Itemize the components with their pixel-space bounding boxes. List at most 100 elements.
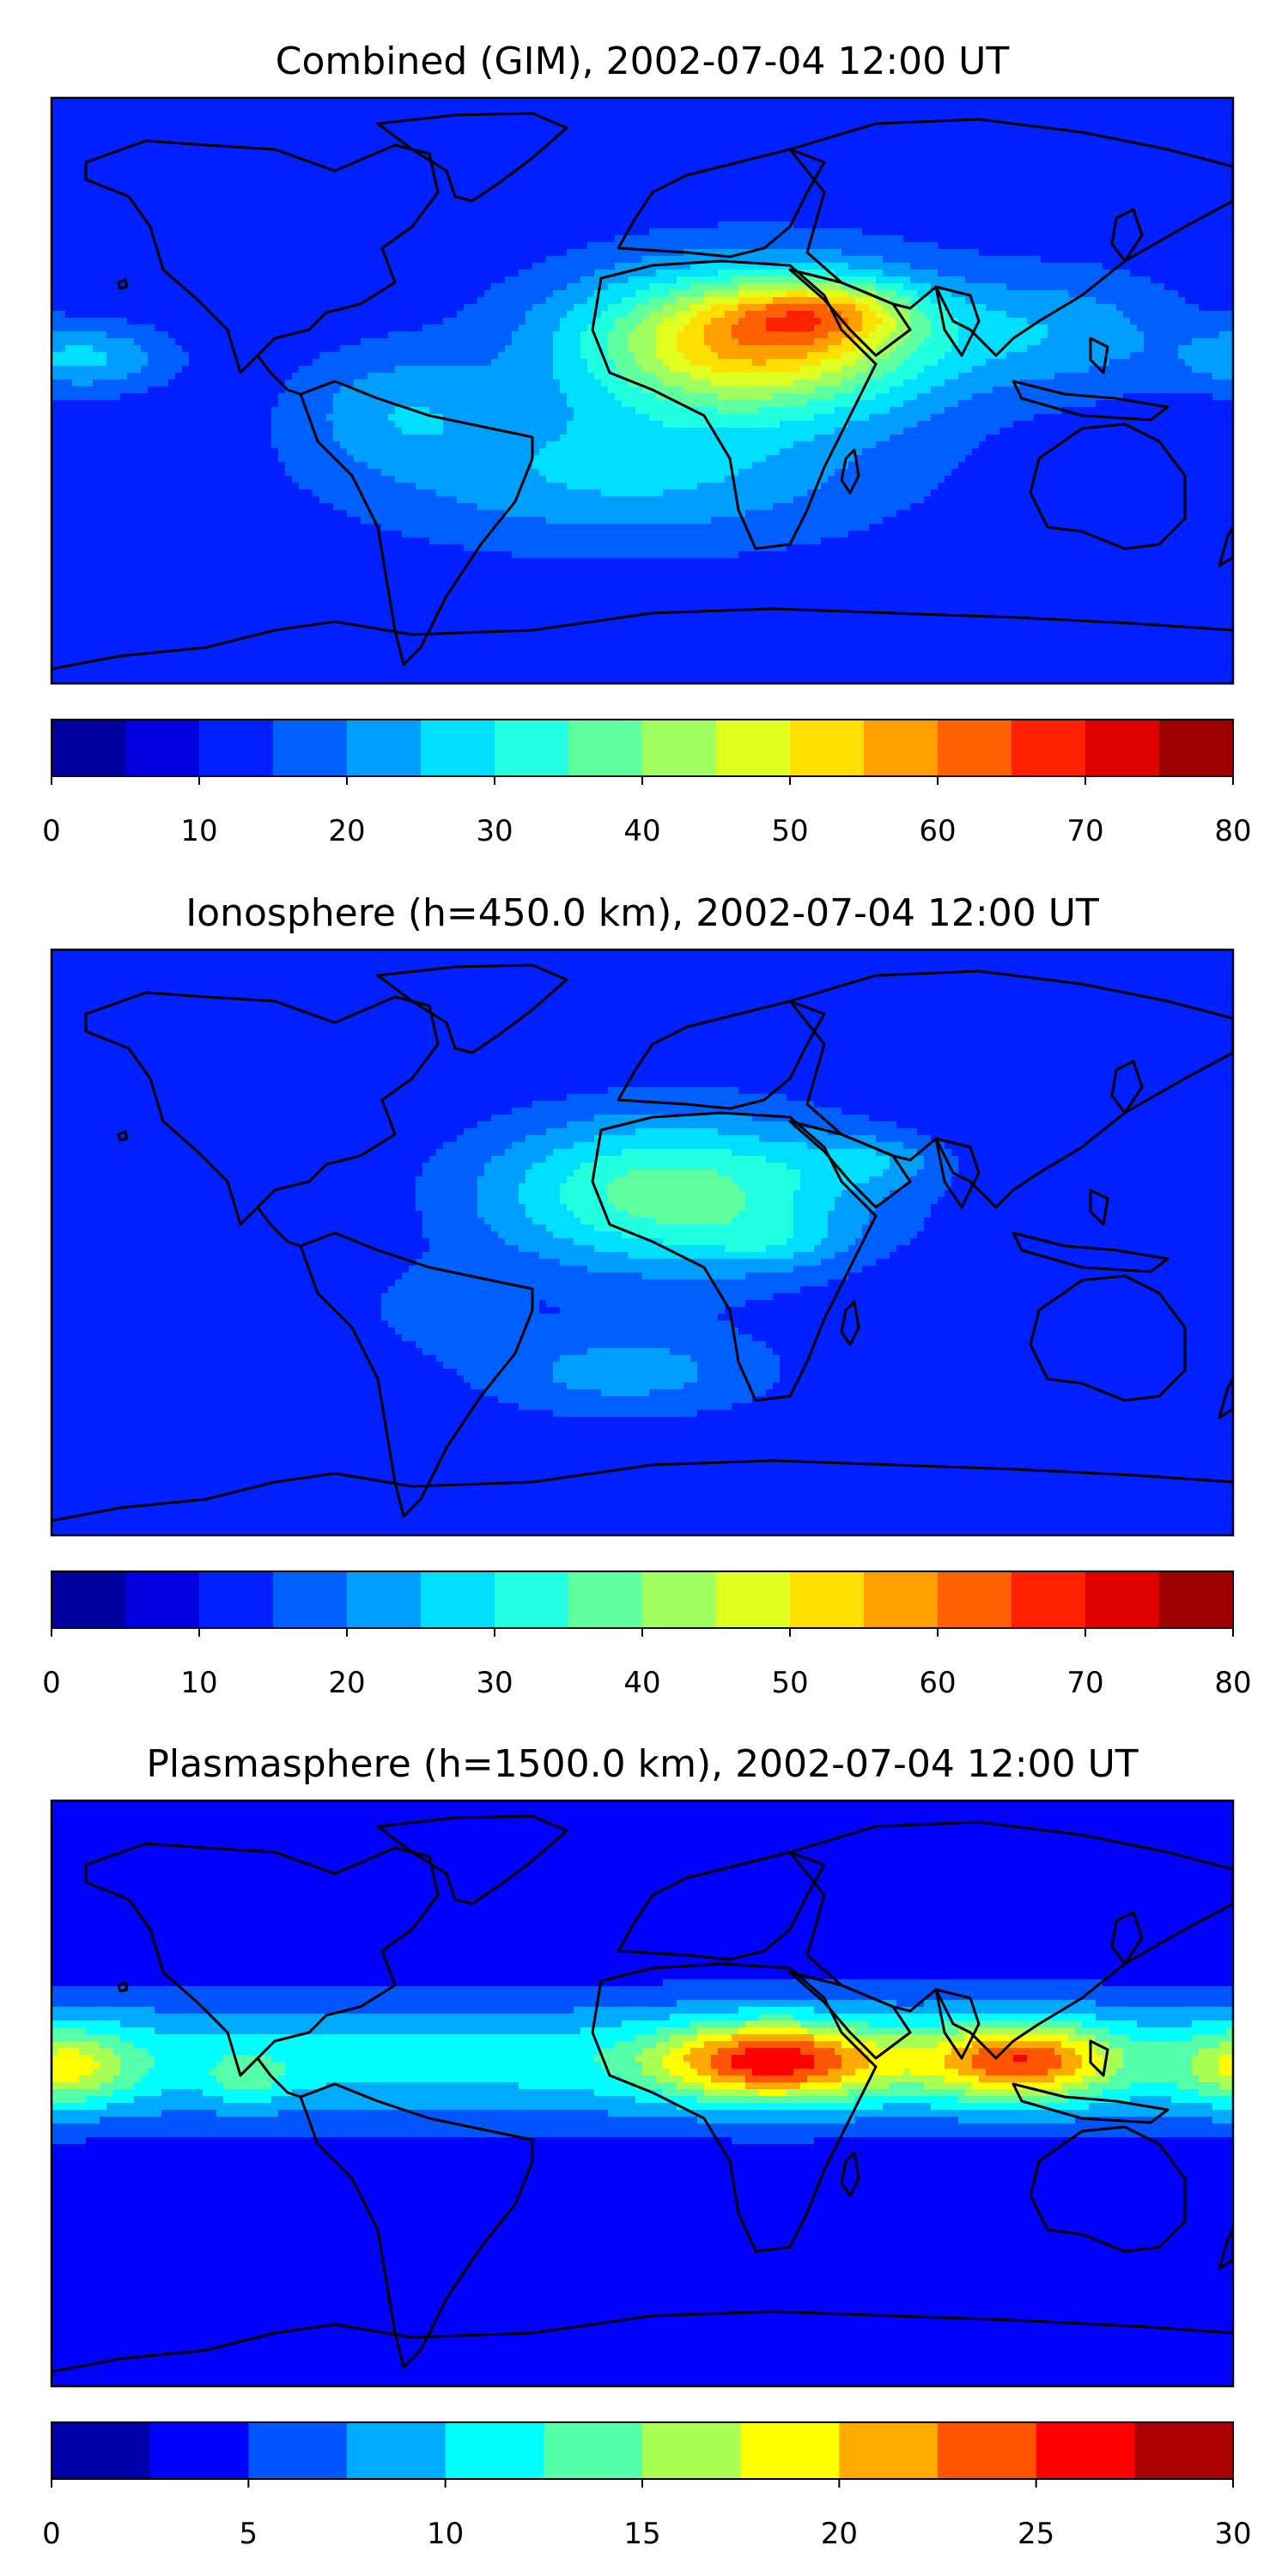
map-cell [395,146,403,154]
map-cell [230,208,238,216]
map-cell [869,256,877,264]
map-cell [271,167,279,174]
map-cell [457,132,465,140]
map-cell [1144,270,1151,277]
map-cell [773,201,781,209]
map-cell [388,242,396,250]
map-cell [436,132,444,140]
map-cell [65,125,73,133]
map-cell [278,235,286,243]
map-cell [848,228,856,236]
map-cell [773,256,781,264]
map-cell [416,112,423,119]
map-cell [65,160,73,167]
map-cell [683,160,691,167]
map-cell [1061,290,1069,298]
map-cell [835,242,842,250]
map-cell [759,112,767,119]
map-cell [155,290,162,298]
map-cell [79,160,87,167]
map-cell [1144,283,1151,291]
map-cell [319,112,327,119]
map-cell [1151,187,1158,195]
map-cell [752,242,760,250]
map-cell [313,215,320,222]
map-cell [436,235,444,243]
map-cell [567,276,574,284]
map-cell [436,263,444,270]
map-cell [319,263,327,270]
map-cell [1048,153,1055,161]
map-cell [958,112,966,119]
map-cell [1068,125,1076,133]
map-cell [505,125,513,133]
map-cell [354,146,361,154]
map-cell [1164,201,1172,209]
map-cell [1185,201,1193,209]
map-cell [738,146,746,154]
map-cell [663,242,671,250]
map-cell [223,118,231,126]
map-cell [560,263,568,270]
map-cell [1212,105,1220,112]
map-cell [100,263,107,270]
map-cell [821,242,829,250]
map-cell [841,290,849,298]
map-cell [848,235,856,243]
map-cell [155,222,162,229]
map-cell [409,167,416,174]
map-cell [347,180,355,188]
map-cell [793,201,801,209]
map-cell [374,276,382,284]
map-cell [354,194,361,202]
map-cell [910,228,918,236]
map-cell [787,125,794,133]
map-cell [1178,98,1186,106]
map-cell [738,167,746,174]
map-cell [491,276,499,284]
map-cell [1061,235,1069,243]
map-cell [828,228,835,236]
map-cell [1130,160,1138,167]
map-cell [869,125,877,133]
map-cell [278,228,286,236]
map-cell [381,270,389,277]
map-cell [1013,208,1021,216]
map-cell [1034,283,1042,291]
map-cell [896,173,904,181]
map-cell [890,146,897,154]
map-cell [436,256,444,264]
map-cell [663,125,671,133]
map-cell [519,173,526,181]
map-cell [594,242,602,250]
map-cell [1075,160,1083,167]
map-cell [1096,153,1103,161]
map-cell [1157,146,1165,154]
map-cell [1171,139,1179,147]
map-cell [230,98,238,106]
map-cell [326,173,334,181]
map-cell [230,215,238,222]
map-cell [141,242,149,250]
map-cell [663,160,671,167]
map-cell [361,263,368,270]
map-cell [374,194,382,202]
map-cell [539,228,547,236]
map-cell [429,228,437,236]
map-cell [587,160,595,167]
map-cell [690,290,698,298]
map-cell [855,283,863,291]
map-cell [1185,125,1193,133]
map-cell [835,249,842,257]
map-cell [1041,194,1048,202]
map-cell [1157,215,1165,222]
map-cell [622,118,629,126]
map-cell [230,222,238,229]
map-cell [1061,173,1069,181]
map-cell [106,194,114,202]
map-cell [58,125,66,133]
map-cell [972,98,980,106]
map-cell [560,132,568,140]
map-cell [271,242,279,250]
map-cell [924,187,932,195]
